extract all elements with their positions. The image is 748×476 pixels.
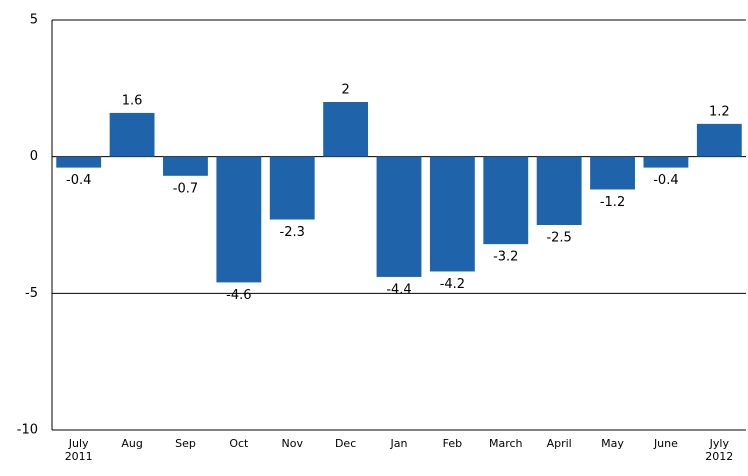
bar (429, 156, 475, 272)
value-label: -0.4 (653, 173, 678, 188)
x-tick-label: June (653, 437, 678, 450)
value-label: -0.4 (66, 173, 91, 188)
x-tick-label: March (489, 437, 523, 450)
value-label: -4.2 (440, 277, 465, 292)
x-tick-label: Dec (335, 437, 356, 450)
x-tick-label: May (601, 437, 624, 450)
value-label: 1.6 (122, 93, 143, 108)
value-label: -3.2 (493, 250, 518, 265)
bar (323, 102, 369, 157)
y-tick-label: 0 (30, 149, 38, 164)
bar (536, 156, 582, 225)
value-label: -2.5 (546, 231, 571, 246)
x-tick-label: Aug (121, 437, 142, 450)
value-label: -4.6 (226, 288, 251, 303)
bar (643, 156, 689, 168)
bar (56, 156, 102, 168)
x-tick-label: Sep (175, 437, 196, 450)
value-label: -1.2 (600, 195, 625, 210)
bar (163, 156, 208, 176)
x-tick-label: Feb (443, 437, 462, 450)
x-tick-label: July 2011 (65, 437, 93, 463)
x-tick-label: Jyly 2012 (705, 437, 733, 463)
y-tick-label: 5 (30, 13, 38, 28)
bar (109, 112, 155, 157)
x-tick-label: Nov (281, 437, 303, 450)
x-tick-label: Oct (229, 437, 249, 450)
value-label: 1.2 (709, 104, 730, 119)
bar (269, 156, 315, 220)
value-label: 2 (341, 83, 349, 98)
bar (483, 156, 529, 245)
y-tick-label: -5 (25, 286, 38, 301)
value-label: -2.3 (280, 225, 305, 240)
bar (216, 156, 262, 283)
value-label: -4.4 (386, 282, 411, 297)
value-label: -0.7 (173, 181, 198, 196)
y-tick-label: -10 (17, 423, 38, 438)
x-tick-label: April (547, 437, 572, 450)
bar (376, 156, 422, 277)
bar (590, 156, 635, 190)
bar (696, 123, 742, 157)
x-tick-label: Jan (390, 437, 408, 450)
